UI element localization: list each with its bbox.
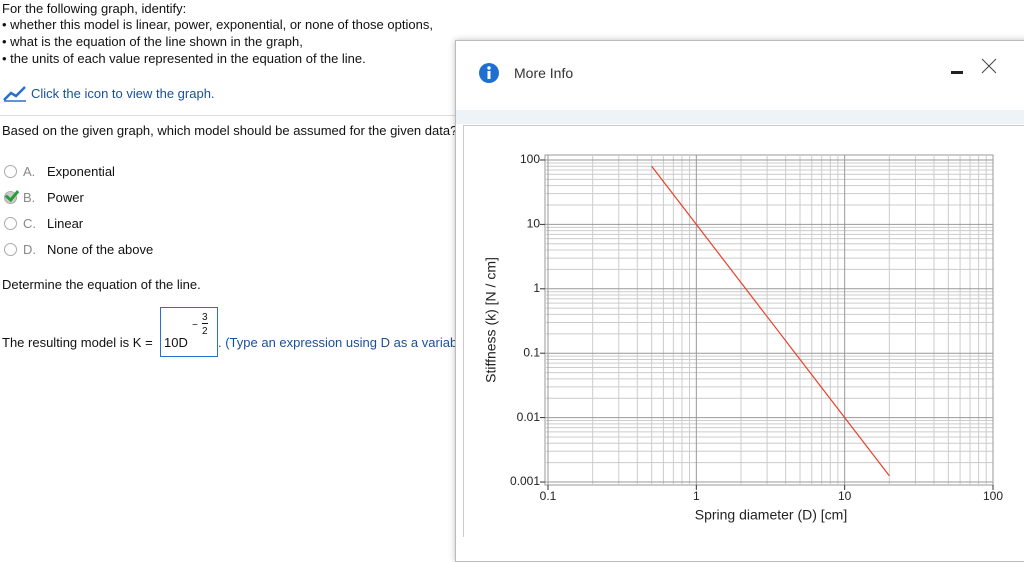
bullet-text: the units of each value represented in t…: [10, 51, 366, 66]
answer-base: 10D: [164, 335, 188, 350]
y-tick-label: 10: [527, 217, 541, 231]
intro: For the following graph, identify:: [2, 1, 186, 16]
option-letter: B.: [23, 190, 35, 205]
option-text: Power: [47, 190, 84, 205]
bullet-text: whether this model is linear, power, exp…: [10, 17, 433, 32]
bullet: • the units of each value represented in…: [2, 51, 366, 66]
prompt: Based on the given graph, which model sh…: [2, 123, 457, 138]
answer-box[interactable]: 10D − 3 2: [160, 307, 218, 357]
minimize-button[interactable]: [951, 71, 963, 74]
popup-band: [456, 110, 1024, 124]
graph-icon[interactable]: [3, 84, 27, 102]
prompt: Determine the equation of the line.: [2, 277, 201, 292]
y-tick-label: 0.001: [510, 474, 540, 488]
bullet: • what is the equation of the line shown…: [2, 34, 303, 49]
radio-button[interactable]: [4, 243, 17, 256]
popup-title: More Info: [514, 65, 573, 81]
chart: Spring diameter (D) [cm] Stiffness (k) […: [463, 125, 1024, 537]
check-mark: [5, 187, 19, 202]
x-tick-label: 100: [983, 489, 1003, 503]
graph-link[interactable]: Click the icon to view the graph.: [31, 86, 215, 101]
y-tick-label: 1: [533, 281, 540, 295]
y-tick-label: 0.01: [517, 410, 541, 424]
close-button[interactable]: [981, 58, 997, 74]
hint: . (Type an expression using D as a varia…: [218, 335, 475, 350]
radio-button[interactable]: [4, 191, 17, 204]
option-letter: D.: [23, 242, 36, 257]
y-tick-label: 0.1: [523, 345, 540, 359]
answer-den: 2: [202, 326, 208, 337]
bullet: • whether this model is linear, power, e…: [2, 17, 433, 32]
answer-num: 3: [202, 312, 208, 324]
bullet-text: what is the equation of the line shown i…: [10, 34, 303, 49]
info-icon: [478, 62, 500, 84]
x-tick-label: 1: [693, 489, 700, 503]
option-text: None of the above: [47, 242, 153, 257]
y-axis-label: Stiffness (k) [N / cm]: [483, 257, 499, 383]
page: For the following graph, identify: • whe…: [0, 0, 1024, 537]
x-axis-label: Spring diameter (D) [cm]: [695, 507, 847, 523]
option-letter: A.: [23, 164, 35, 179]
option-text: Exponential: [47, 164, 115, 179]
y-tick-label: 100: [520, 152, 540, 166]
x-tick-label: 10: [838, 489, 852, 503]
x-tick-label: 0.1: [540, 489, 557, 503]
divider: [0, 115, 455, 116]
radio-button[interactable]: [4, 217, 17, 230]
option-letter: C.: [23, 216, 36, 231]
radio-button[interactable]: [4, 165, 17, 178]
option-text: Linear: [47, 216, 83, 231]
answer-sign: −: [192, 320, 198, 331]
answer-prefix: The resulting model is K =: [2, 335, 153, 350]
